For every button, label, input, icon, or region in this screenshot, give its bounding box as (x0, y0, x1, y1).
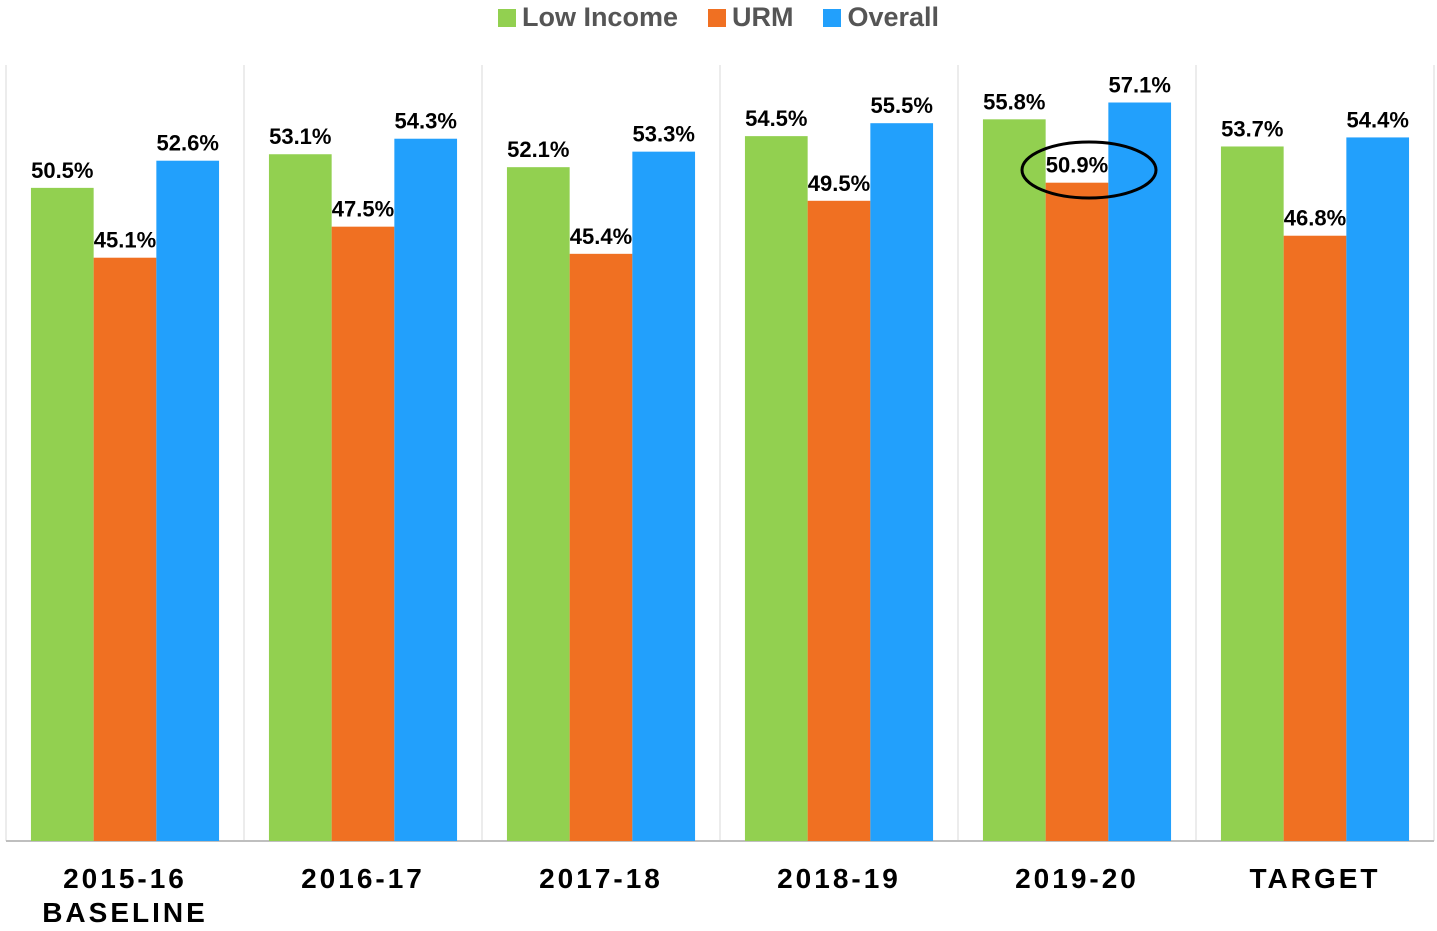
legend-item: Low Income (497, 2, 678, 33)
bar (982, 119, 1046, 841)
bar (744, 136, 808, 842)
data-label: 54.4% (1347, 107, 1409, 132)
data-label: 55.5% (871, 93, 933, 118)
bar (1108, 102, 1172, 842)
x-tick-label: 2015-16 BASELINE (42, 863, 208, 928)
data-label: 50.5% (31, 158, 93, 183)
legend-label: URM (731, 2, 794, 32)
x-tick-label: 2019-20 (1015, 863, 1139, 894)
data-label: 55.8% (983, 89, 1045, 114)
data-label: 45.4% (570, 224, 632, 249)
data-label: 54.5% (745, 106, 807, 131)
highlight-ellipse (1020, 140, 1158, 200)
data-label: 54.3% (395, 109, 457, 134)
data-label: 45.1% (94, 228, 156, 253)
legend-swatch (823, 8, 842, 27)
x-tick-label: 2017-18 (539, 863, 663, 894)
x-tick-label: 2016-17 (301, 863, 425, 894)
legend-swatch (707, 8, 726, 27)
bar (268, 154, 332, 842)
data-label: 50.9% (1046, 153, 1108, 178)
data-label: 52.1% (507, 137, 569, 162)
data-label: 52.6% (157, 131, 219, 156)
bar (394, 138, 458, 842)
legend: Low Income URM Overall (0, 2, 1437, 33)
bar (30, 187, 94, 841)
bar (807, 200, 871, 842)
bar (1220, 146, 1284, 842)
legend-swatch (497, 8, 516, 27)
data-label: 53.1% (269, 124, 331, 149)
bar (156, 160, 220, 841)
data-label: 53.7% (1221, 116, 1283, 141)
legend-item: URM (707, 2, 794, 33)
bar (93, 257, 157, 841)
bar (1283, 235, 1347, 842)
data-label: 57.1% (1109, 73, 1171, 98)
data-label: 49.5% (808, 171, 870, 196)
bar (870, 123, 934, 841)
data-label: 47.5% (332, 197, 394, 222)
data-label: 46.8% (1284, 206, 1346, 231)
data-label: 53.3% (633, 122, 695, 147)
legend-label: Overall (847, 2, 940, 32)
bar (331, 226, 395, 841)
bar (569, 253, 633, 841)
bar (632, 151, 696, 842)
legend-item: Overall (823, 2, 939, 33)
x-tick-label: 2018-19 (777, 863, 901, 894)
bar (1045, 182, 1109, 841)
bar (1346, 137, 1410, 842)
x-tick-label: TARGET (1249, 863, 1381, 894)
bar (506, 167, 570, 841)
legend-label: Low Income (521, 2, 678, 32)
